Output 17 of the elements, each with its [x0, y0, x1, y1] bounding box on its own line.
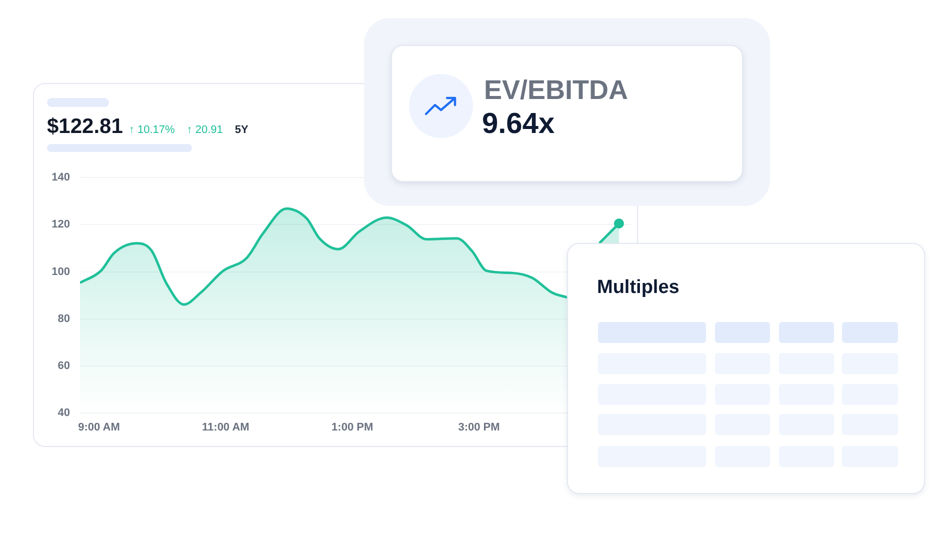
y-tick-label: 100: [52, 266, 70, 278]
text: ↑ 20.91: [186, 124, 223, 136]
x-tick-label: 9:00 AM: [78, 422, 120, 434]
text: 9.64x: [482, 108, 555, 141]
text: ↑ 10.17%: [128, 124, 175, 136]
y-tick-label: 40: [58, 407, 70, 420]
text: Multiples: [597, 277, 680, 299]
text: 5Y: [234, 124, 248, 136]
chart-title: $122.81: [47, 115, 123, 139]
text: EV/EBITDA: [484, 75, 628, 106]
y-tick-label: 60: [58, 360, 70, 372]
x-tick-label: 3:00 PM: [458, 422, 500, 434]
x-tick-label: 11:00 AM: [202, 422, 250, 434]
y-tick-label: 80: [58, 312, 70, 325]
x-tick-label: 1:00 PM: [332, 422, 374, 434]
y-tick-label: 120: [52, 218, 70, 231]
y-tick-label: 140: [52, 172, 70, 184]
